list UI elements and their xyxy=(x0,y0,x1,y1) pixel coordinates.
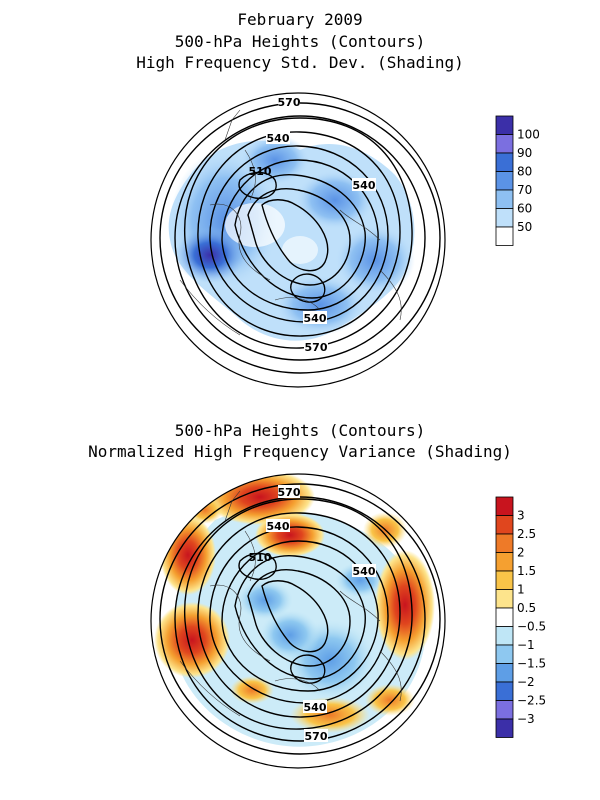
panel2-colorbar-tick-label: 1 xyxy=(517,583,525,597)
panel2-colorbar-swatch xyxy=(495,718,514,738)
panel2-title-line-1: 500-hPa Heights (Contours) xyxy=(174,421,426,440)
panel1-colorbar-tick-label: 70 xyxy=(517,183,532,197)
panel1-title-line-1: February 2009 xyxy=(237,10,363,29)
panel2-colorbar-tick-label: −1.5 xyxy=(517,657,546,671)
panel2-colorbar-swatch xyxy=(495,626,514,646)
panel2-colorbar-tick-label: −3 xyxy=(517,712,535,726)
contour-label: 540 xyxy=(267,132,290,145)
panel2-colorbar-swatch xyxy=(495,515,514,535)
panel1-colorbar-swatch xyxy=(495,115,514,135)
panel1-colorbar-tick-label: 100 xyxy=(517,128,540,142)
panel1-title-line-3: High Frequency Std. Dev. (Shading) xyxy=(136,53,464,72)
panel1-colorbar-tick-label: 50 xyxy=(517,220,532,234)
contour-label: 570 xyxy=(305,730,328,743)
contour-label: 540 xyxy=(267,520,290,533)
panel2-colorbar-tick-label: 0.5 xyxy=(517,601,536,615)
panel2-colorbar-swatch xyxy=(495,700,514,720)
panel2-colorbar-tick-label: 2.5 xyxy=(517,527,536,541)
contour-label: 570 xyxy=(278,96,301,109)
panel1-map: 570 540 510 540 540 570 xyxy=(150,92,446,388)
panel2-colorbar-swatch xyxy=(495,496,514,516)
panel2-colorbar-swatch xyxy=(495,589,514,609)
panel1-shading xyxy=(151,93,445,387)
panel2-colorbar-tick-label: −2 xyxy=(517,675,535,689)
contour-label: 540 xyxy=(353,565,376,578)
panel1-colorbar-swatch xyxy=(495,171,514,191)
contour-label: 510 xyxy=(249,551,272,564)
panel2-colorbar-tick-label: −1 xyxy=(517,638,535,652)
panel1-colorbar-swatch xyxy=(495,208,514,228)
panel2-colorbar-swatch xyxy=(495,663,514,683)
contour-label: 570 xyxy=(278,486,301,499)
panel2-colorbar-tick-label: −0.5 xyxy=(517,620,546,634)
panel2-colorbar-tick-label: 3 xyxy=(517,509,525,523)
panel1-title-line-2: 500-hPa Heights (Contours) xyxy=(174,32,426,51)
panel2-colorbar-swatch xyxy=(495,644,514,664)
contour-label: 570 xyxy=(305,341,328,354)
panel1-colorbar: 100 90 80 70 60 50 xyxy=(495,115,540,246)
panel2-title-line-2: Normalized High Frequency Variance (Shad… xyxy=(88,442,512,461)
panel1-contour-labels: 570 540 510 540 540 570 xyxy=(249,95,376,354)
panel2-contour-labels: 570 540 510 540 540 570 xyxy=(249,485,376,743)
panel1-colorbar-tick-label: 90 xyxy=(517,146,532,160)
panel2-colorbar-swatch xyxy=(495,552,514,572)
panel1-colorbar-tick-label: 80 xyxy=(517,165,532,179)
contour-label: 540 xyxy=(304,701,327,714)
panel1-colorbar-swatch xyxy=(495,152,514,172)
panel2-colorbar-tick-label: 2 xyxy=(517,546,525,560)
panel2-colorbar-swatch xyxy=(495,533,514,553)
panel2-colorbar-swatch xyxy=(495,607,514,627)
panel2-colorbar-tick-label: 1.5 xyxy=(517,564,536,578)
panel2-colorbar-swatch xyxy=(495,570,514,590)
panel2-colorbar: 3 2.5 2 1.5 1 0.5 −0.5 −1 −1.5 −2 −2.5 −3 xyxy=(495,496,546,738)
panel2-colorbar-tick-label: −2.5 xyxy=(517,694,546,708)
panel2-map: 570 540 510 540 540 570 xyxy=(150,473,446,769)
panel2-colorbar-swatch xyxy=(495,681,514,701)
contour-label: 510 xyxy=(249,165,272,178)
contour-label: 540 xyxy=(304,312,327,325)
contour-label: 540 xyxy=(353,179,376,192)
panel1-colorbar-swatch xyxy=(495,134,514,154)
panel1-colorbar-swatch xyxy=(495,226,514,246)
panel1-colorbar-swatch xyxy=(495,189,514,209)
panel1-colorbar-tick-label: 60 xyxy=(517,202,532,216)
